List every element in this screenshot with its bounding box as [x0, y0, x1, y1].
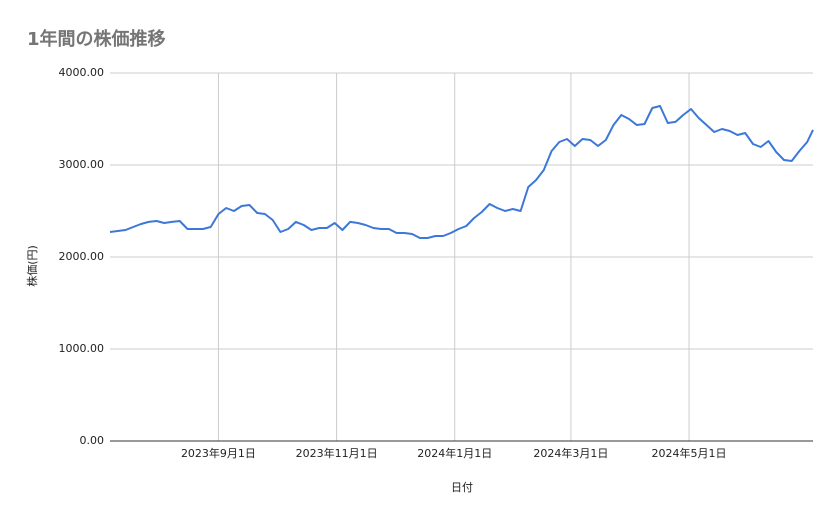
y-tick-label: 4000.00 [59, 66, 105, 79]
x-tick-label: 2023年11月1日 [296, 446, 378, 460]
price-line [109, 105, 814, 239]
x-tick-label: 2024年3月1日 [533, 446, 608, 460]
y-tick-label: 1000.00 [59, 342, 105, 355]
y-axis-label: 株価(円) [25, 245, 39, 287]
x-tick-label: 2024年1月1日 [417, 446, 492, 460]
y-tick-label: 2000.00 [59, 250, 105, 263]
x-tick-label: 2024年5月1日 [652, 446, 727, 460]
x-axis-label: 日付 [451, 481, 473, 494]
y-tick-label: 0.00 [80, 434, 105, 447]
y-tick-label: 3000.00 [59, 158, 105, 171]
x-tick-label: 2023年9月1日 [181, 446, 256, 460]
chart-title: 1年間の株価推移 [27, 28, 166, 50]
